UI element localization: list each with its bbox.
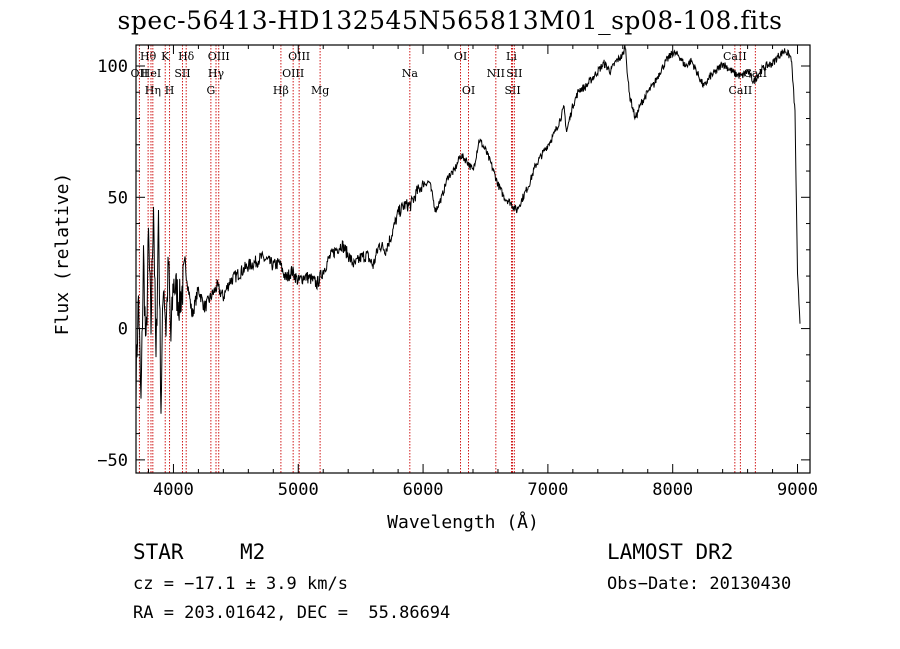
object-subclass: M2: [240, 540, 266, 564]
survey-name: LAMOST DR2: [607, 540, 734, 564]
x-tick-label: 4000: [153, 480, 194, 500]
spectral-line-label: OI: [462, 84, 475, 97]
spectral-line-label: SII: [504, 84, 520, 97]
chart-title: spec-56413-HD132545N565813M01_sp08-108.f…: [117, 6, 783, 35]
spectral-line-label: G: [206, 84, 215, 97]
spectral-line-label: OIII: [282, 67, 304, 80]
object-class: STAR: [133, 540, 184, 564]
y-tick-label: −50: [97, 451, 128, 471]
spectral-line-label: NII: [487, 67, 505, 80]
coordinates-readout: RA = 203.01642, DEC = 55.86694: [133, 603, 451, 623]
y-tick-label: 100: [97, 57, 128, 77]
x-tick-label: 9000: [777, 480, 818, 500]
obs-date: Obs−Date: 20130430: [607, 574, 792, 594]
y-tick-label: 0: [118, 320, 128, 340]
x-tick-label: 6000: [403, 480, 444, 500]
spectral-line-label: Hδ: [178, 50, 195, 63]
plot-frame: [135, 44, 811, 474]
x-tick-label: 7000: [527, 480, 568, 500]
spectral-line-label: H: [165, 84, 175, 97]
y-tick-label: 50: [108, 188, 128, 208]
spectral-line-label: Hη: [145, 84, 161, 97]
spectral-line-label: K: [161, 50, 170, 63]
spectral-line-label: Hγ: [208, 67, 225, 80]
spectral-line-label: OIII: [208, 50, 230, 63]
spectral-line-label: HeI: [141, 67, 161, 80]
redshift-readout: cz = −17.1 ± 3.9 km/s: [133, 574, 348, 594]
spectrum-series-line: [135, 44, 801, 414]
spectral-line-label: SII: [506, 67, 522, 80]
spectral-line-label: CaII: [723, 50, 747, 63]
y-axis-label: Flux (relative): [52, 173, 73, 336]
x-axis-label: Wavelength (Å): [387, 511, 539, 533]
spectral-line-label: Li: [506, 50, 517, 63]
spectral-line-label: Hθ: [140, 50, 157, 63]
spectral-line-label: Na: [402, 67, 419, 80]
spectral-line-label: OIII: [288, 50, 310, 63]
spectral-line-label: OI: [454, 50, 467, 63]
x-tick-label: 5000: [278, 480, 319, 500]
spectral-line-label: OII: [131, 67, 149, 80]
spectral-line-label: Hβ: [273, 84, 289, 97]
spectral-line-label: SII: [174, 67, 190, 80]
spectral-line-label: CaII: [729, 84, 753, 97]
spectral-line-label: Mg: [311, 84, 329, 97]
x-tick-label: 8000: [652, 480, 693, 500]
